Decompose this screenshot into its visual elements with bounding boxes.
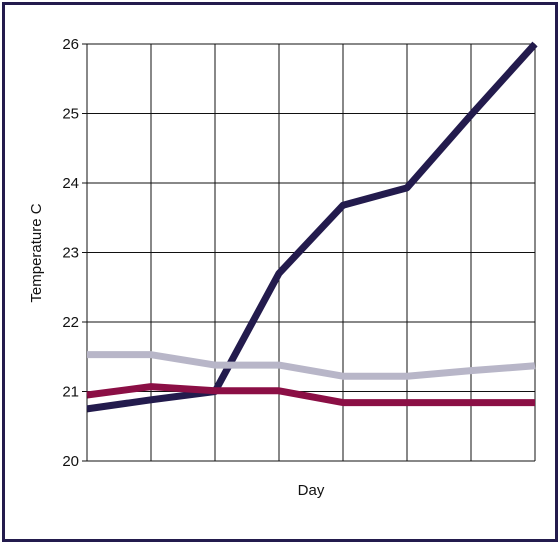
y-tick-label: 25 (62, 106, 79, 123)
y-tick-label: 20 (62, 453, 79, 470)
y-tick-label: 21 (62, 384, 79, 401)
series-line-3 (86, 383, 535, 407)
series-line-2 (87, 351, 536, 380)
y-tick-label: 22 (62, 314, 79, 331)
y-tick-label: 26 (62, 36, 79, 53)
series-lines (86, 41, 538, 413)
x-axis-label: Day (298, 482, 325, 499)
y-tick-label: 24 (62, 175, 79, 192)
series-line-1 (86, 41, 538, 413)
y-axis-label: Temperature C (28, 203, 45, 302)
y-tick-label: 23 (62, 245, 79, 262)
y-tick-labels: 20 21 22 23 24 25 26 (62, 36, 79, 470)
